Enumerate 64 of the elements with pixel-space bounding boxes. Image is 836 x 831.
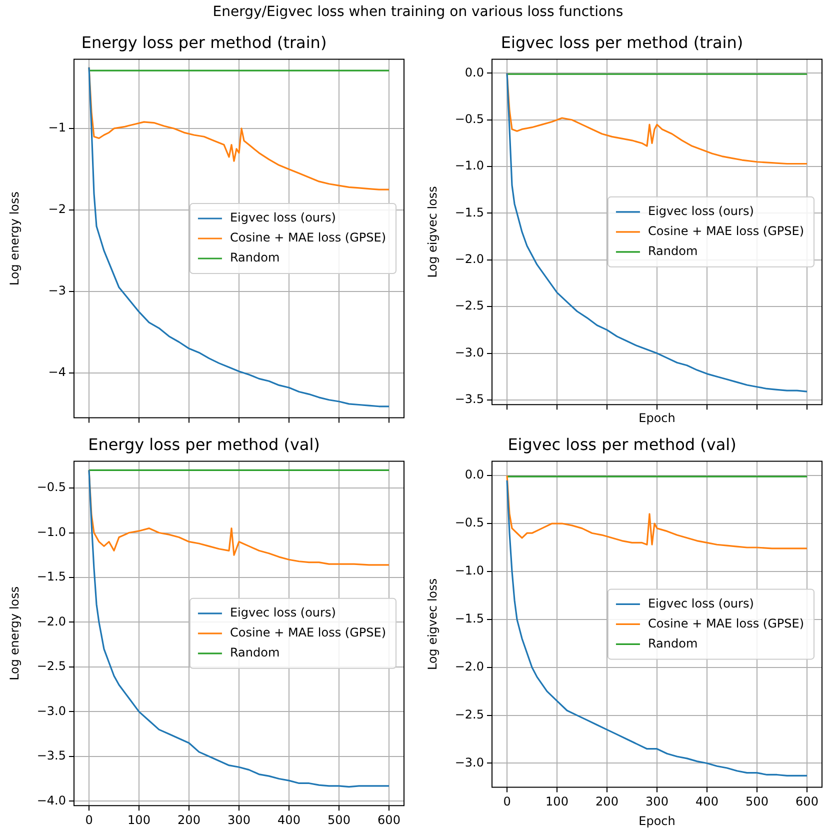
y-tick-label: −2 <box>48 202 66 216</box>
x-tick-label: 0 <box>85 812 93 827</box>
y-tick-label: −1.0 <box>454 564 484 578</box>
legend-label: Random <box>230 646 280 660</box>
y-tick-label: −3.0 <box>36 704 66 718</box>
x-axis-title: Epoch <box>638 814 676 828</box>
text: Energy/Eigvec loss when training on various loss functions <box>212 4 624 20</box>
legend-label: Random <box>230 250 280 265</box>
legend-label: Cosine + MAE loss (GPSE) <box>648 616 804 630</box>
y-tick-label: −2.5 <box>454 707 484 722</box>
legend-label: Eigvec loss (ours) <box>648 596 754 610</box>
chart-title: Eigvec loss per method (val) <box>508 434 736 454</box>
x-tick-label: 300 <box>228 812 250 827</box>
x-tick-label: 400 <box>278 812 300 827</box>
y-tick-label: −2.0 <box>454 252 484 266</box>
y-axis-title: Log eigvec loss <box>425 186 440 278</box>
legend-label: Random <box>648 244 698 258</box>
x-tick-label: 500 <box>328 812 350 827</box>
y-tick-label: −0.5 <box>454 516 484 530</box>
y-tick-label: −0.5 <box>454 112 484 126</box>
y-tick-label: −3.0 <box>454 345 484 360</box>
x-axis-title: Epoch <box>638 410 676 425</box>
y-tick-label: −1.5 <box>36 570 66 584</box>
x-tick-label: 0 <box>503 794 511 809</box>
x-tick-label: 600 <box>378 812 400 827</box>
x-tick-label: 300 <box>646 794 668 809</box>
y-tick-label: −2.5 <box>454 298 484 313</box>
x-tick-label: 500 <box>746 794 768 809</box>
y-tick-label: −1.5 <box>454 612 484 626</box>
legend-label: Eigvec loss (ours) <box>648 204 754 218</box>
x-tick-label: 200 <box>596 794 618 809</box>
y-tick-label: −3.5 <box>36 748 66 763</box>
x-tick-label: 100 <box>546 794 568 809</box>
legend-label: Eigvec loss (ours) <box>230 210 336 225</box>
y-tick-label: −4 <box>48 365 66 380</box>
legend-label: Cosine + MAE loss (GPSE) <box>230 230 386 245</box>
legend-label: Cosine + MAE loss (GPSE) <box>648 224 804 238</box>
x-tick-label: 200 <box>178 812 200 827</box>
y-axis-title: Log eigvec loss <box>425 578 440 670</box>
y-tick-label: −2.0 <box>454 659 484 674</box>
legend-label: Random <box>648 636 698 650</box>
y-tick-label: −3 <box>48 284 66 298</box>
y-axis-title: Log energy loss <box>7 191 22 286</box>
chart-title: Energy loss per method (train) <box>81 32 327 52</box>
y-tick-label: −0.5 <box>36 480 66 494</box>
y-tick-label: −4.0 <box>36 793 66 808</box>
y-tick-label: −1.5 <box>454 205 484 220</box>
y-axis-title: Log energy loss <box>7 586 22 680</box>
legend-label: Eigvec loss (ours) <box>230 606 336 620</box>
y-tick-label: 0.0 <box>464 468 484 482</box>
x-tick-label: 600 <box>796 794 818 809</box>
y-tick-label: −1.0 <box>36 524 66 539</box>
y-tick-label: −1.0 <box>454 158 484 173</box>
chart-title: Eigvec loss per method (train) <box>500 32 744 52</box>
y-tick-label: −2.0 <box>36 614 66 628</box>
y-tick-label: 0.0 <box>464 65 484 80</box>
x-tick-label: 100 <box>128 812 150 827</box>
y-tick-label: −3.5 <box>454 392 484 406</box>
x-tick-label: 400 <box>696 794 718 809</box>
legend-label: Cosine + MAE loss (GPSE) <box>230 626 386 640</box>
y-tick-label: −1 <box>48 120 66 135</box>
y-tick-label: −3.0 <box>454 755 484 770</box>
chart-title: Energy loss per method (val) <box>88 434 320 454</box>
y-tick-label: −2.5 <box>36 659 66 674</box>
